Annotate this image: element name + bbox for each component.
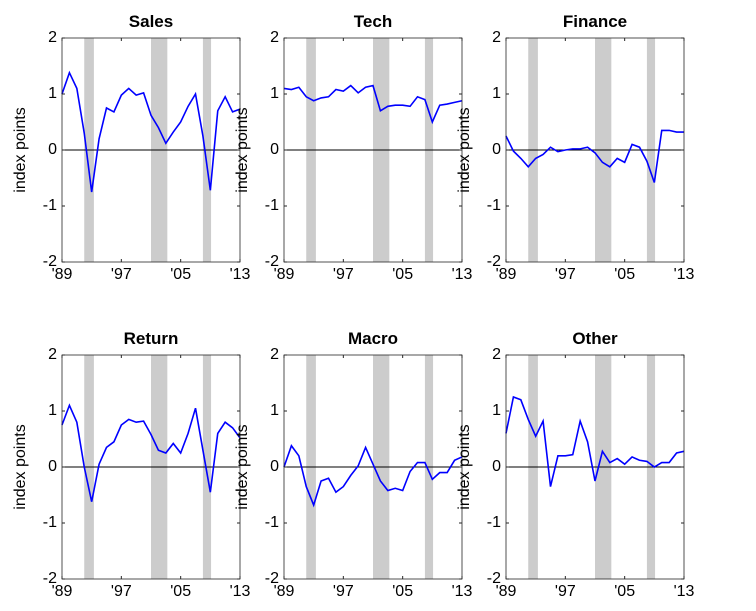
x-tick-label: '05 (170, 266, 191, 283)
y-tick-label: -2 (487, 253, 501, 270)
y-axis-label: index points (234, 107, 251, 192)
subplot: -2 -1 0 1 2 '89 '97 '05 '13 Macro index points (234, 329, 473, 600)
y-tick-label: 2 (270, 29, 279, 46)
y-axis-label: index points (456, 107, 473, 192)
x-tick-label: '05 (614, 583, 635, 600)
x-tick-label: '89 (496, 266, 517, 283)
y-tick-label: 0 (48, 458, 57, 475)
x-tick-label: '13 (452, 583, 473, 600)
y-tick-label: 2 (492, 29, 501, 46)
x-tick-label: '97 (555, 266, 576, 283)
y-tick-label: 1 (492, 85, 501, 102)
subplot: -2 -1 0 1 2 '89 '97 '05 '13 Finance index points (456, 12, 695, 283)
x-tick-label: '13 (230, 266, 251, 283)
y-tick-label: 0 (492, 141, 501, 158)
y-tick-label: 1 (270, 85, 279, 102)
y-tick-label: -1 (43, 197, 57, 214)
x-tick-label: '97 (555, 583, 576, 600)
y-tick-label: 0 (270, 458, 279, 475)
y-tick-label: 1 (270, 402, 279, 419)
data-line (505, 129, 684, 183)
y-tick-label: 1 (492, 402, 501, 419)
subplot: -2 -1 0 1 2 '89 '97 '05 '13 Return index points (12, 329, 251, 600)
y-axis-label: index points (456, 424, 473, 509)
data-line (283, 444, 463, 508)
y-tick-label: 0 (270, 141, 279, 158)
y-axis-label: index points (234, 424, 251, 509)
subplot-title: Other (572, 329, 618, 348)
subplot: -2 -1 0 1 2 '89 '97 '05 '13 Other index points (456, 329, 695, 600)
y-tick-label: -1 (43, 514, 57, 531)
y-tick-label: 1 (48, 85, 57, 102)
subplot: -2 -1 0 1 2 '89 '97 '05 '13 Tech index points (234, 12, 473, 283)
x-tick-label: '13 (230, 583, 251, 600)
y-tick-label: -1 (487, 514, 501, 531)
x-tick-label: '89 (52, 266, 73, 283)
x-tick-label: '13 (452, 266, 473, 283)
subplot: -2 -1 0 1 2 '89 '97 '05 '13 Sales index points (12, 12, 251, 283)
x-tick-label: '97 (111, 583, 132, 600)
x-tick-label: '89 (496, 583, 517, 600)
subplot-title: Return (124, 329, 179, 348)
y-tick-label: -1 (265, 514, 279, 531)
y-tick-label: 2 (270, 346, 279, 363)
subplot-title: Macro (348, 329, 398, 348)
x-tick-label: '97 (111, 266, 132, 283)
data-line (61, 70, 241, 193)
data-line (61, 403, 241, 502)
y-tick-label: -1 (487, 197, 501, 214)
x-tick-label: '89 (52, 583, 73, 600)
x-tick-label: '05 (614, 266, 635, 283)
subplot-title: Finance (563, 12, 627, 31)
y-tick-label: 2 (492, 346, 501, 363)
x-tick-label: '13 (674, 266, 695, 283)
x-tick-label: '97 (333, 266, 354, 283)
subplot-title: Tech (354, 12, 392, 31)
subplot-title: Sales (129, 12, 173, 31)
x-tick-label: '97 (333, 583, 354, 600)
y-tick-label: 1 (48, 402, 57, 419)
x-tick-label: '89 (274, 266, 295, 283)
y-tick-label: -2 (487, 570, 501, 587)
y-axis-label: index points (12, 107, 29, 192)
y-tick-label: -2 (265, 253, 279, 270)
data-line (505, 395, 685, 487)
y-tick-label: 2 (48, 29, 57, 46)
y-tick-label: -2 (43, 570, 57, 587)
x-tick-label: '05 (170, 583, 191, 600)
y-tick-label: 2 (48, 346, 57, 363)
data-line (283, 84, 463, 125)
y-tick-label: -2 (265, 570, 279, 587)
y-tick-label: -2 (43, 253, 57, 270)
y-axis-label: index points (12, 424, 29, 509)
x-tick-label: '05 (392, 583, 413, 600)
y-tick-label: 0 (48, 141, 57, 158)
y-tick-label: -1 (265, 197, 279, 214)
x-tick-label: '05 (392, 266, 413, 283)
x-tick-label: '13 (674, 583, 695, 600)
y-tick-label: 0 (492, 458, 501, 475)
x-tick-label: '89 (274, 583, 295, 600)
